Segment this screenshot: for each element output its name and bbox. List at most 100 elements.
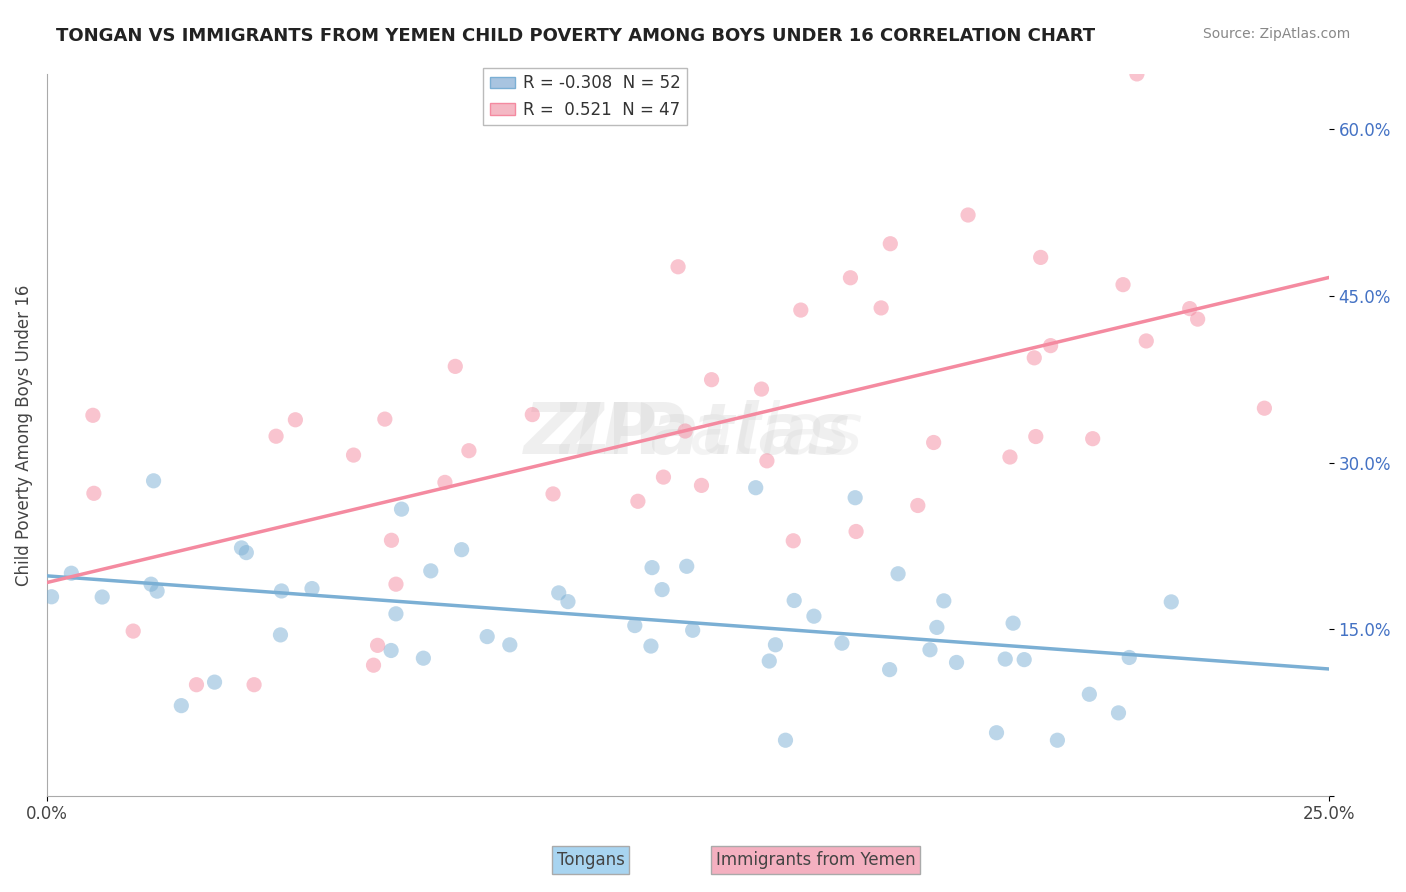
Point	[831, 636, 853, 650]
Point	[146, 584, 169, 599]
Point	[557, 594, 579, 608]
Point	[264, 429, 287, 443]
Point	[204, 675, 226, 690]
Point	[450, 542, 472, 557]
Point	[765, 638, 787, 652]
Point	[419, 564, 441, 578]
Point	[700, 373, 723, 387]
Point	[887, 566, 910, 581]
Point	[666, 260, 689, 274]
Point	[186, 678, 208, 692]
Point	[844, 491, 866, 505]
Point	[907, 499, 929, 513]
Point	[1160, 595, 1182, 609]
Point	[1178, 301, 1201, 316]
Point	[412, 651, 434, 665]
Point	[751, 382, 773, 396]
Point	[367, 639, 389, 653]
Point	[83, 486, 105, 500]
Text: Immigrants from Yemen: Immigrants from Yemen	[716, 851, 915, 869]
Point	[60, 566, 83, 581]
Point	[457, 443, 479, 458]
Point	[374, 412, 396, 426]
Text: atlas: atlas	[688, 401, 862, 469]
Point	[651, 582, 673, 597]
Point	[380, 643, 402, 657]
Point	[1081, 432, 1104, 446]
Point	[477, 630, 499, 644]
Text: TONGAN VS IMMIGRANTS FROM YEMEN CHILD POVERTY AMONG BOYS UNDER 16 CORRELATION CH: TONGAN VS IMMIGRANTS FROM YEMEN CHILD PO…	[56, 27, 1095, 45]
Point	[301, 582, 323, 596]
Point	[918, 642, 941, 657]
Point	[1029, 251, 1052, 265]
Point	[1025, 429, 1047, 443]
Point	[641, 560, 664, 574]
Point	[782, 533, 804, 548]
Point	[986, 725, 1008, 739]
Point	[122, 624, 145, 638]
Point	[499, 638, 522, 652]
Point	[235, 546, 257, 560]
Text: Tongans: Tongans	[557, 851, 624, 869]
Point	[623, 618, 645, 632]
Point	[925, 620, 948, 634]
Point	[170, 698, 193, 713]
Point	[879, 236, 901, 251]
Point	[433, 475, 456, 490]
Point	[1118, 650, 1140, 665]
Point	[385, 577, 408, 591]
Point	[142, 474, 165, 488]
Point	[380, 533, 402, 548]
Point	[790, 303, 813, 318]
Point	[932, 594, 955, 608]
Point	[541, 487, 564, 501]
Point	[342, 448, 364, 462]
Point	[1046, 733, 1069, 747]
Point	[1002, 616, 1025, 631]
Point	[1112, 277, 1135, 292]
Point	[231, 541, 253, 555]
Point	[1078, 687, 1101, 701]
Point	[870, 301, 893, 315]
Point	[269, 628, 291, 642]
Point	[690, 478, 713, 492]
Point	[675, 559, 697, 574]
Point	[139, 577, 162, 591]
Point	[998, 450, 1021, 464]
Point	[879, 663, 901, 677]
Point	[243, 678, 266, 692]
Point	[673, 424, 696, 438]
Point	[1187, 312, 1209, 326]
Point	[1135, 334, 1157, 348]
Point	[91, 590, 114, 604]
Point	[41, 590, 63, 604]
Point	[522, 408, 544, 422]
Point	[627, 494, 650, 508]
Point	[1126, 67, 1149, 81]
Y-axis label: Child Poverty Among Boys Under 16: Child Poverty Among Boys Under 16	[15, 285, 32, 585]
Point	[1039, 338, 1062, 352]
Point	[744, 481, 766, 495]
Point	[839, 270, 862, 285]
Point	[945, 656, 967, 670]
Point	[994, 652, 1017, 666]
Text: ZIPatlas: ZIPatlas	[524, 401, 852, 469]
Point	[640, 639, 662, 653]
Point	[1108, 706, 1130, 720]
Point	[385, 607, 408, 621]
Point	[1012, 652, 1035, 666]
Legend: R = -0.308  N = 52, R =  0.521  N = 47: R = -0.308 N = 52, R = 0.521 N = 47	[484, 68, 688, 126]
Point	[547, 586, 569, 600]
Point	[284, 413, 307, 427]
Point	[845, 524, 868, 539]
Point	[758, 654, 780, 668]
Point	[682, 624, 704, 638]
Point	[755, 454, 778, 468]
Point	[775, 733, 797, 747]
Point	[957, 208, 980, 222]
Point	[391, 502, 413, 516]
Point	[363, 658, 385, 673]
Point	[652, 470, 675, 484]
Point	[444, 359, 467, 374]
Point	[1253, 401, 1275, 416]
